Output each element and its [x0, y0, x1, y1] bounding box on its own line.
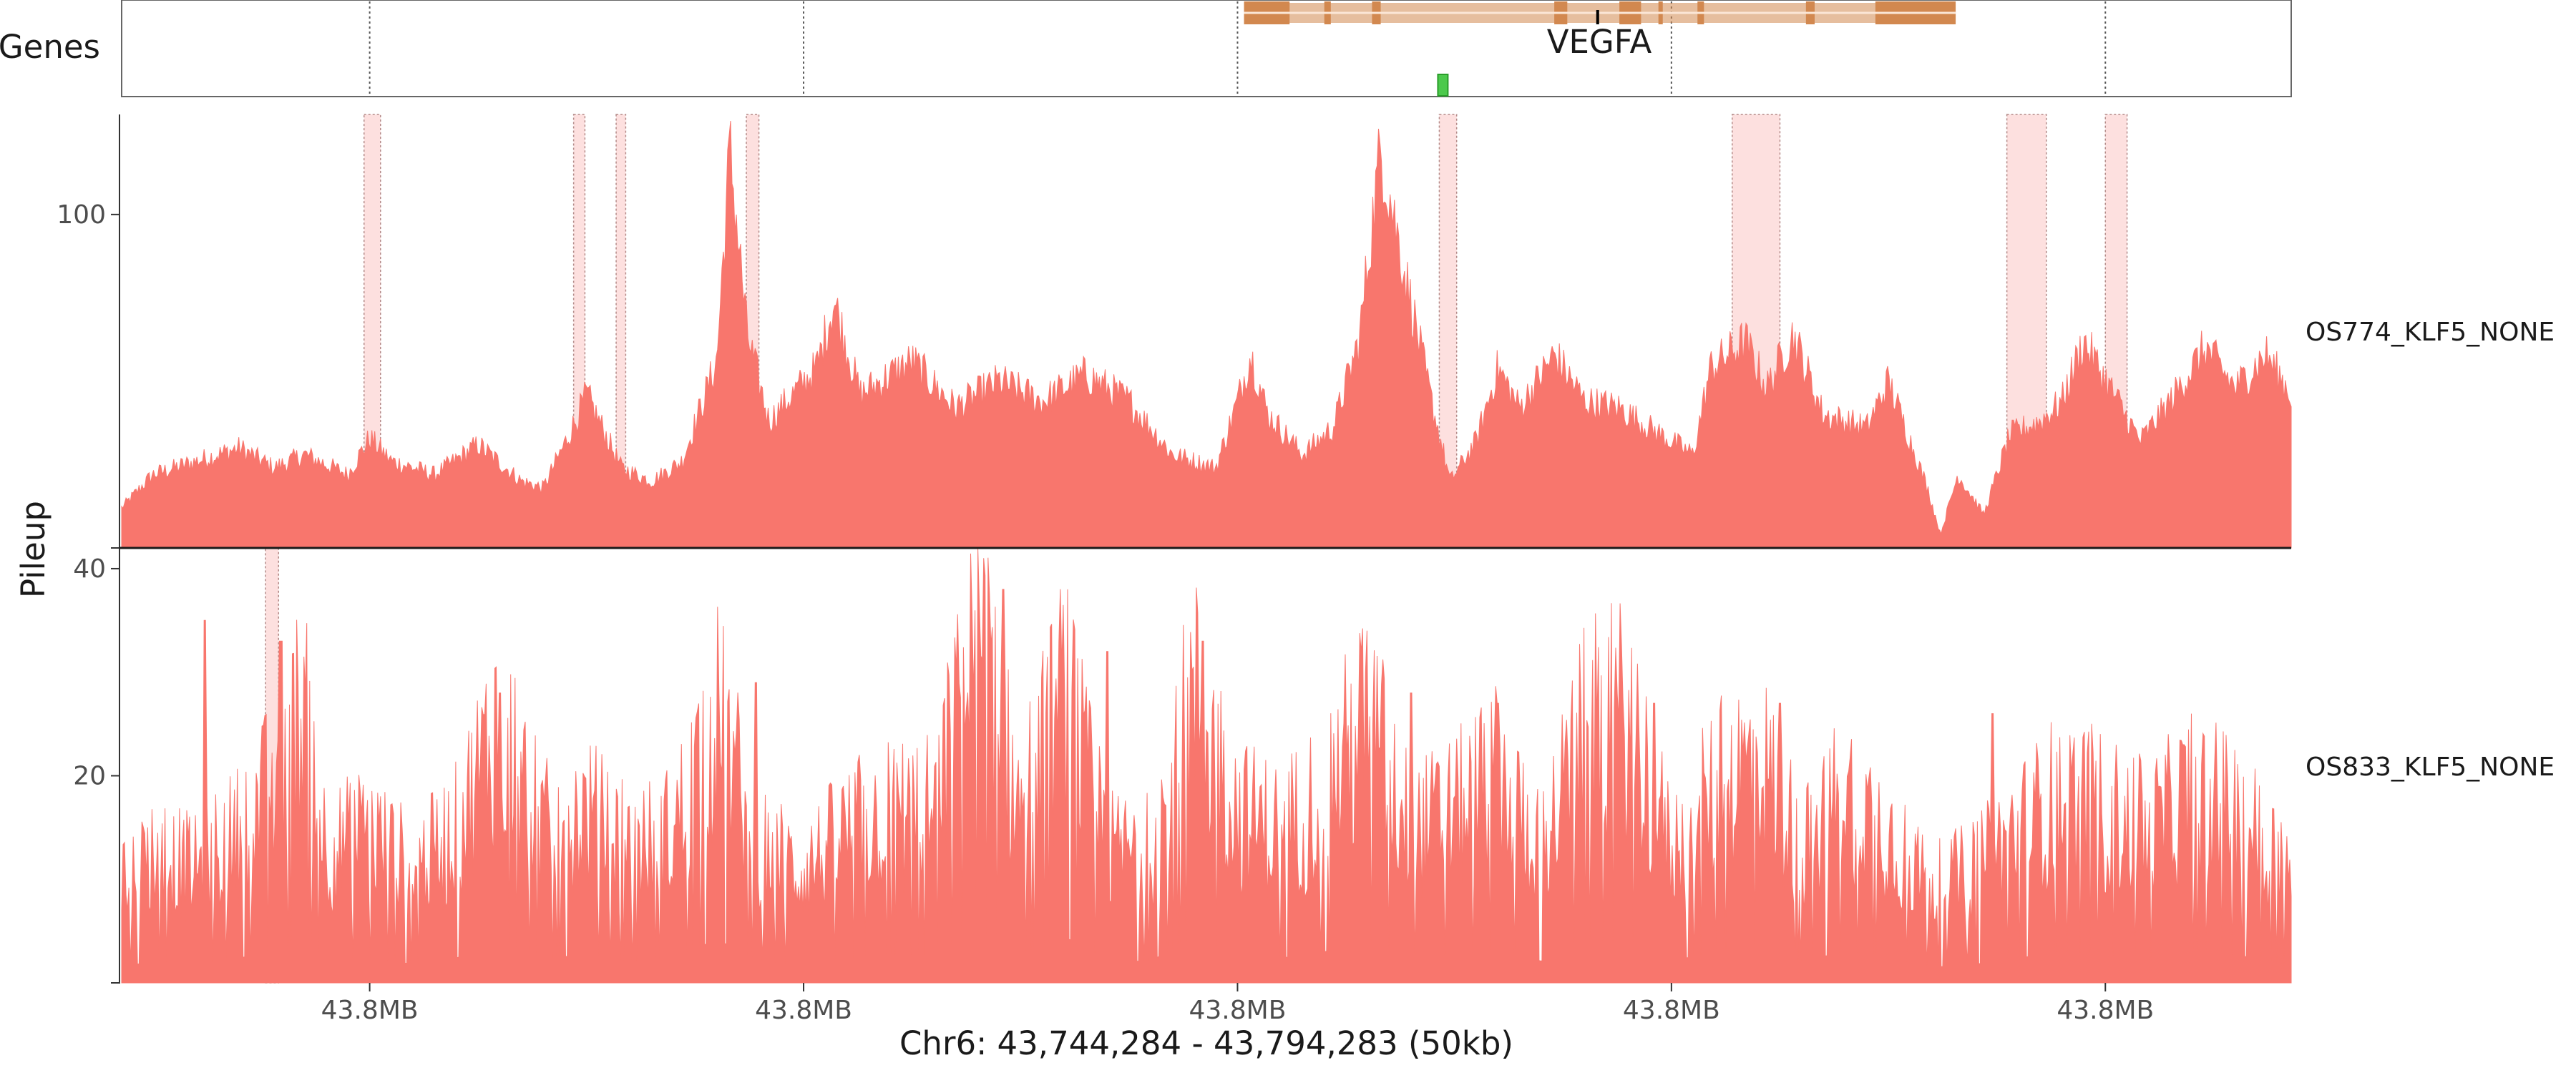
x-tick-label: 43.8MB	[321, 996, 419, 1025]
x-tick-label: 43.8MB	[755, 996, 852, 1025]
x-tick-label: 43.8MB	[2057, 996, 2154, 1025]
gene-model-vegfa	[1244, 1, 1956, 97]
y-axis-ticks: 100 20 40	[57, 200, 119, 984]
y-tick-label: 100	[57, 200, 106, 230]
x-axis-title: Chr6: 43,744,284 - 43,794,283 (50kb)	[899, 1024, 1513, 1062]
y-tick-label: 40	[73, 554, 106, 584]
genes-track: Genes VEGFA	[0, 0, 2292, 97]
genes-track-label: Genes	[0, 28, 100, 66]
x-axis-ticks: 43.8MB 43.8MB 43.8MB 43.8MB 43.8MB	[321, 983, 2154, 1025]
pileup-panel-os833	[121, 547, 2292, 984]
x-tick-label: 43.8MB	[1189, 996, 1286, 1025]
gene-name-label: VEGFA	[1547, 23, 1652, 61]
gene-feature-mark	[1437, 74, 1449, 97]
y-tick-label: 20	[73, 761, 106, 790]
series-label-os833: OS833_KLF5_NONE	[2306, 753, 2555, 782]
series-label-os774: OS774_KLF5_NONE	[2306, 318, 2555, 347]
coverage-area	[121, 120, 2292, 549]
pileup-panel-os774	[121, 114, 2292, 549]
x-tick-label: 43.8MB	[1623, 996, 1720, 1025]
coverage-area	[121, 547, 2292, 984]
genes-panel-border	[121, 0, 2292, 97]
y-axis-title: Pileup	[14, 501, 52, 598]
